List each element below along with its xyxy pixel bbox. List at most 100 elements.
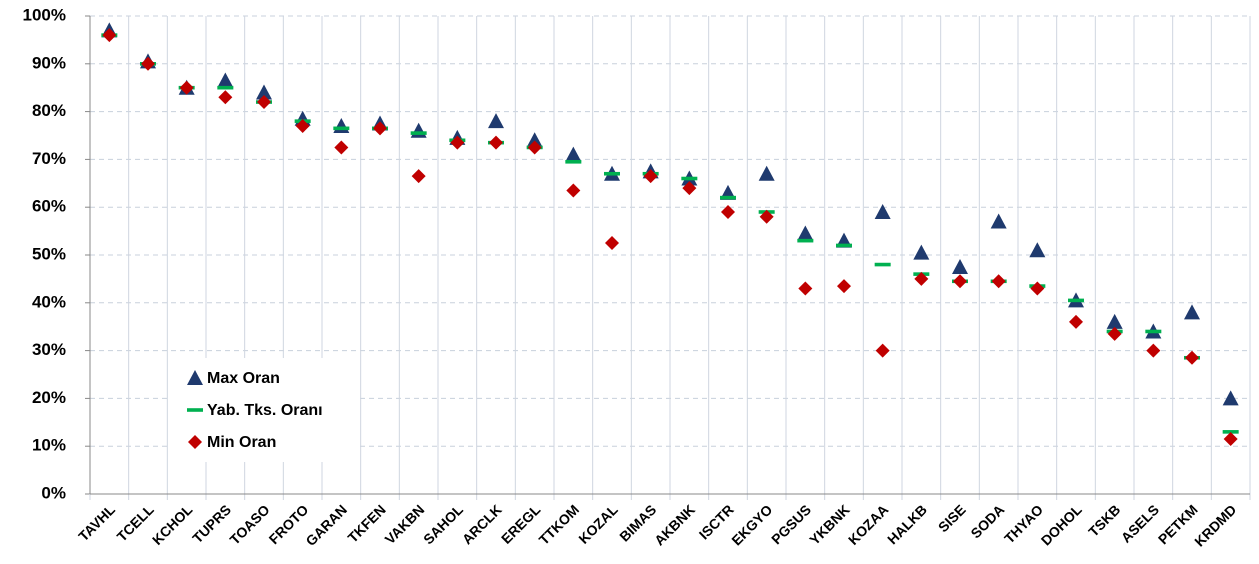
y-tick-label: 0%	[41, 483, 66, 502]
triangle-marker	[797, 225, 814, 241]
diamond-marker	[953, 274, 967, 289]
triangle-marker	[1106, 313, 1123, 329]
triangle-marker	[526, 132, 543, 148]
dash-marker	[720, 195, 736, 200]
x-tick-label: AKBNK	[651, 501, 698, 548]
dash-marker	[410, 131, 427, 135]
triangle-marker	[874, 203, 891, 219]
y-tick-label: 30%	[32, 340, 66, 359]
diamond-marker	[643, 169, 658, 184]
y-tick-label: 60%	[32, 197, 66, 216]
y-tick-label: 10%	[32, 436, 66, 455]
diamond-marker	[566, 183, 581, 198]
diamond-marker	[759, 209, 774, 224]
y-tick-label: 70%	[32, 149, 66, 168]
diamond-marker	[837, 279, 851, 294]
y-tick-label: 90%	[32, 53, 66, 72]
triangle-marker	[333, 117, 350, 133]
triangle-marker	[565, 146, 582, 162]
legend-label: Min Oran	[207, 434, 276, 451]
x-tick-label: HALKB	[884, 501, 930, 547]
x-tick-label: EKGYO	[728, 501, 775, 548]
x-tick-label: EREGL	[498, 501, 544, 547]
dash-marker	[187, 408, 203, 412]
x-tick-label: TKFEN	[344, 501, 388, 545]
diamond-marker	[102, 28, 117, 43]
y-tick-label: 50%	[32, 244, 66, 263]
dash-marker	[217, 85, 234, 90]
diamond-marker	[179, 80, 194, 95]
triangle-marker	[952, 258, 968, 274]
diamond-marker	[373, 121, 387, 136]
diamond-marker	[450, 135, 465, 150]
diamond-marker	[489, 135, 503, 150]
x-tick-label: GARAN	[302, 501, 350, 549]
triangle-marker	[410, 122, 427, 138]
y-tick-label: 40%	[32, 292, 66, 311]
dash-marker	[1145, 329, 1162, 334]
triangle-marker	[187, 370, 203, 385]
diamond-marker	[798, 281, 813, 296]
triangle-marker	[256, 84, 272, 100]
diamond-marker	[334, 140, 349, 155]
x-tick-label: KOZAL	[575, 501, 621, 547]
x-tick-label: DOHOL	[1038, 501, 1085, 548]
y-tick-label: 100%	[23, 5, 66, 24]
diamond-marker	[1223, 432, 1238, 447]
triangle-marker	[758, 165, 775, 181]
diamond-marker	[605, 236, 619, 251]
dash-marker	[604, 171, 620, 176]
x-tick-label: VAKBN	[382, 501, 428, 547]
triangle-marker	[1184, 304, 1200, 320]
y-tick-label: 80%	[32, 101, 66, 120]
diamond-marker	[1185, 350, 1199, 365]
x-tick-label: SISE	[935, 501, 969, 535]
dash-marker	[836, 243, 852, 248]
x-tick-label: KRDMD	[1191, 501, 1239, 549]
dash-marker	[1068, 298, 1084, 303]
diamond-marker	[991, 274, 1006, 289]
x-tick-label: YKBNK	[806, 501, 853, 548]
y-tick-label: 20%	[32, 388, 66, 407]
diamond-marker	[721, 204, 735, 219]
diamond-marker	[295, 118, 310, 133]
dash-marker	[1222, 430, 1239, 434]
legend-label: Yab. Tks. Oranı	[207, 402, 323, 419]
diamond-marker	[1107, 326, 1122, 341]
x-tick-label: PGSUS	[768, 501, 814, 547]
x-tick-label: KOZAA	[845, 501, 892, 548]
diamond-marker	[682, 181, 697, 196]
dash-marker	[874, 262, 891, 267]
triangle-marker	[1029, 242, 1046, 258]
dash-marker	[797, 238, 814, 243]
x-tick-label: ARCLK	[459, 501, 505, 547]
diamond-marker	[1069, 314, 1083, 329]
triangle-marker	[913, 244, 930, 260]
x-tick-label: TOASO	[226, 501, 272, 547]
dash-marker	[333, 126, 350, 131]
legend-label: Max Oran	[207, 370, 280, 387]
x-tick-label: TAVHL	[75, 501, 118, 544]
x-tick-label: TUPRS	[189, 501, 234, 546]
triangle-marker	[488, 113, 504, 129]
dash-marker	[681, 176, 698, 181]
diamond-marker	[1146, 343, 1161, 358]
diamond-marker	[218, 90, 233, 105]
diamond-marker	[527, 140, 542, 155]
diamond-marker	[914, 271, 929, 286]
x-tick-label: ASELS	[1118, 501, 1162, 545]
x-tick-label: KCHOL	[149, 501, 196, 548]
triangle-marker	[1222, 390, 1239, 406]
diamond-marker	[257, 95, 271, 110]
x-tick-label: TTKOM	[536, 501, 583, 548]
triangle-marker	[217, 72, 234, 88]
diamond-marker	[141, 56, 155, 71]
diamond-marker	[411, 169, 426, 184]
x-tick-label: SAHOL	[420, 501, 466, 547]
diamond-marker	[1030, 281, 1045, 296]
diamond-marker	[188, 435, 202, 449]
dash-marker	[565, 159, 582, 164]
diamond-marker	[875, 343, 890, 358]
triangle-marker	[990, 213, 1007, 229]
